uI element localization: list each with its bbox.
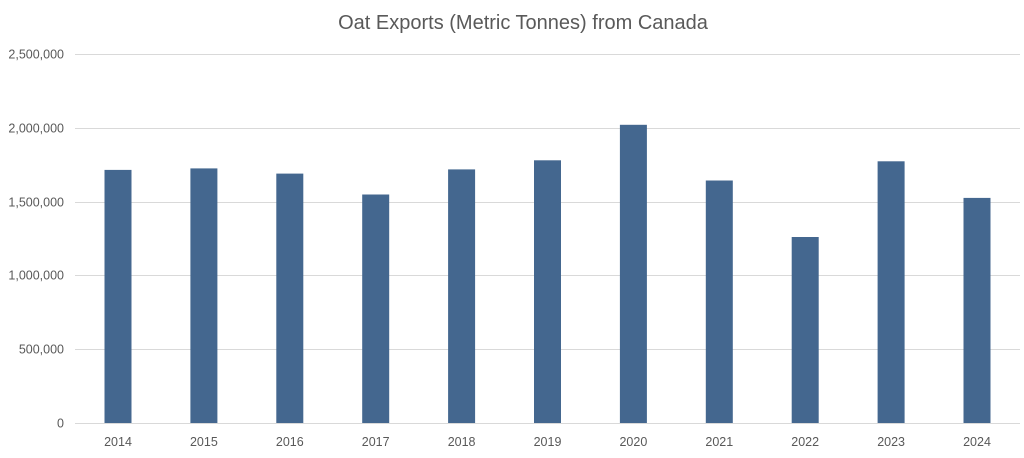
y-tick-label: 1,500,000 <box>8 196 64 210</box>
bar-2022 <box>791 237 819 423</box>
x-tick-label: 2023 <box>877 435 905 449</box>
bar-2016 <box>276 173 304 423</box>
x-tick-label: 2021 <box>705 435 733 449</box>
y-tick-label: 500,000 <box>19 343 64 357</box>
y-tick-label: 2,000,000 <box>8 122 64 136</box>
bar-2015 <box>190 168 218 423</box>
y-tick-label: 1,000,000 <box>8 269 64 283</box>
bar-2021 <box>705 180 733 423</box>
y-tick-label: 0 <box>57 417 64 431</box>
bar-2014 <box>104 169 132 423</box>
y-axis-tick-labels: 0 500,000 1,000,000 1,500,000 2,000,000 2,500… <box>8 48 64 431</box>
x-tick-label: 2019 <box>534 435 562 449</box>
bar-2024 <box>963 197 991 423</box>
x-tick-label: 2024 <box>963 435 991 449</box>
chart-title: Oat Exports (Metric Tonnes) from Canada <box>338 12 709 34</box>
x-tick-label: 2017 <box>362 435 390 449</box>
bar-2017 <box>362 194 390 423</box>
x-tick-label: 2018 <box>448 435 476 449</box>
y-tick-label: 2,500,000 <box>8 48 64 62</box>
x-tick-label: 2016 <box>276 435 304 449</box>
x-axis-tick-labels: 2014 2015 2016 2017 2018 2019 2020 2021 2022 2023… <box>104 435 991 449</box>
bar-2018 <box>448 169 476 423</box>
x-tick-label: 2022 <box>791 435 819 449</box>
bars <box>104 124 991 424</box>
bar-2020 <box>619 124 647 424</box>
x-tick-label: 2014 <box>104 435 132 449</box>
x-tick-label: 2020 <box>619 435 647 449</box>
bar-2023 <box>877 161 905 424</box>
bar-2019 <box>534 160 561 424</box>
x-tick-label: 2015 <box>190 435 218 449</box>
